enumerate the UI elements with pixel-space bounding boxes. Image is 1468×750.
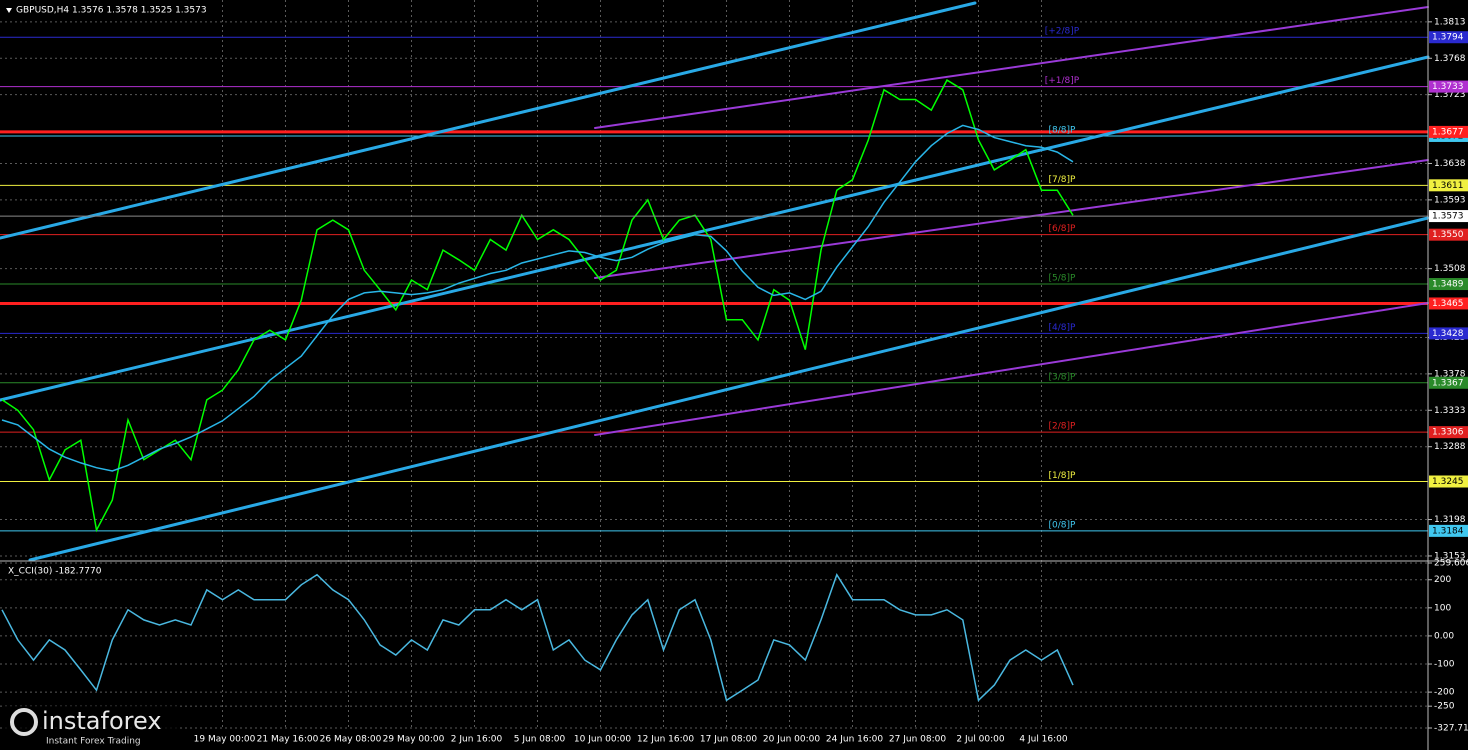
y-tick-label: -100: [1434, 660, 1455, 670]
y-tick-label: 1.3378: [1434, 369, 1466, 379]
level-box-label: 1.3428: [1432, 329, 1464, 339]
grid-layer: [0, 0, 1428, 729]
series-line: [1, 572, 1074, 702]
x-tick-label: 2 Jun 16:00: [451, 735, 503, 745]
x-tick-label: 17 Jun 08:00: [700, 735, 757, 745]
level-tag: [1/8]P: [1049, 471, 1077, 481]
x-tick-label: 20 Jun 00:00: [763, 735, 820, 745]
level-box-label: 1.3184: [1432, 526, 1464, 536]
y-tick-label: 1.3333: [1434, 406, 1466, 416]
level-tag: [6/8]P: [1049, 224, 1077, 234]
menu-arrow: [6, 8, 12, 13]
y-tick-label: -200: [1434, 688, 1455, 698]
levels-layer: [0, 36, 1428, 532]
y-tick-label: 1.3723: [1434, 90, 1466, 100]
indicator-title: X_CCI(30) -182.7770: [8, 567, 102, 577]
level-tag: [+1/8]P: [1045, 76, 1080, 86]
watermark-logo: [10, 708, 38, 736]
last-price-label: 1.3573: [1432, 212, 1464, 222]
level-box-label: 1.3611: [1432, 181, 1464, 191]
strong-level-label: 1.3465: [1432, 299, 1464, 309]
strong-level-box: [1429, 297, 1468, 310]
channel-line: [0, 1, 977, 240]
channel-line: [28, 216, 1430, 562]
level-box: [1429, 31, 1468, 44]
level-box-label: 1.3245: [1432, 477, 1464, 487]
level-box-label: 1.3794: [1432, 33, 1464, 43]
x-tick-label: 29 May 00:00: [383, 735, 445, 745]
watermark-brand: instaforex: [42, 707, 162, 735]
x-tick-label: 5 Jun 08:00: [514, 735, 566, 745]
last-price-box: [1429, 210, 1468, 223]
y-tick-label: 1.3593: [1434, 195, 1466, 205]
y-tick-label: -250: [1434, 702, 1455, 712]
y-tick-label: 1.3153: [1434, 551, 1466, 561]
level-tag: [7/8]P: [1049, 175, 1077, 185]
level-box: [1429, 179, 1468, 192]
y-tick-label: -327.719: [1434, 724, 1468, 734]
level-box: [1429, 228, 1468, 241]
watermark-tagline: Instant Forex Trading: [46, 737, 141, 747]
channel-line: [594, 302, 1429, 436]
y-tick-label: 1.3813: [1434, 17, 1466, 27]
strong-level-box: [1429, 125, 1468, 138]
level-tag: [+2/8]P: [1045, 27, 1080, 37]
level-tag: [5/8]P: [1049, 274, 1077, 284]
channel-line: [0, 55, 1430, 402]
channel-line: [594, 6, 1429, 129]
channels: [0, 1, 1430, 562]
level-tag: [4/8]P: [1049, 323, 1077, 333]
x-tick-label: 2 Jul 00:00: [956, 735, 1005, 745]
level-tag: [2/8]P: [1049, 422, 1077, 432]
x-tick-label: 4 Jul 16:00: [1019, 735, 1068, 745]
x-tick-label: 26 May 08:00: [320, 735, 382, 745]
y-tick-label: 1.3198: [1434, 515, 1466, 525]
level-box: [1429, 80, 1468, 93]
y-tick-label: 100: [1434, 603, 1451, 613]
level-tag: [8/8]P: [1049, 125, 1077, 135]
x-tick-label: 24 Jun 16:00: [826, 735, 883, 745]
y-tick-label: 1.3288: [1434, 442, 1466, 452]
chart-title: GBPUSD,H4 1.3576 1.3578 1.3525 1.3573: [16, 6, 207, 16]
y-tick-label: 1.3768: [1434, 54, 1466, 64]
level-tag: [3/8]P: [1049, 372, 1077, 382]
level-tag: [0/8]P: [1049, 520, 1077, 530]
level-box: [1429, 426, 1468, 439]
level-box-label: 1.3733: [1432, 82, 1464, 92]
strong-level-label: 1.3677: [1432, 127, 1464, 137]
y-tick-label: 1.3508: [1434, 264, 1466, 274]
y-tick-label: 1.3638: [1434, 159, 1466, 169]
level-box: [1429, 376, 1468, 389]
y-tick-label: 259.6065: [1434, 559, 1468, 569]
level-box: [1429, 327, 1468, 340]
level-box: [1429, 475, 1468, 488]
x-tick-label: 19 May 00:00: [194, 735, 256, 745]
x-tick-label: 21 May 16:00: [257, 735, 319, 745]
x-tick-label: 10 Jun 00:00: [574, 735, 631, 745]
axis-layer: 1.3813 1.3768 1.3723 1.3638 1.3593 1.3508 1.34…: [194, 17, 1468, 745]
watermark: instaforex Instant Forex Trading: [2, 706, 178, 748]
level-box-label: 1.3306: [1432, 428, 1464, 438]
level-box: [1429, 524, 1468, 537]
series-line: [1, 124, 1074, 472]
level-box-label: 1.3550: [1432, 230, 1464, 240]
y-tick-label: 0.00: [1434, 631, 1454, 641]
plot-layer: [0, 79, 1428, 702]
x-tick-label: 27 Jun 08:00: [889, 735, 946, 745]
y-tick-label: 200: [1434, 575, 1451, 585]
x-tick-label: 12 Jun 16:00: [637, 735, 694, 745]
series-line: [1, 79, 1074, 533]
channel-line: [594, 159, 1429, 279]
level-box: [1429, 278, 1468, 291]
level-box-label: 1.3367: [1432, 378, 1464, 388]
level-box-label: 1.3489: [1432, 280, 1464, 290]
